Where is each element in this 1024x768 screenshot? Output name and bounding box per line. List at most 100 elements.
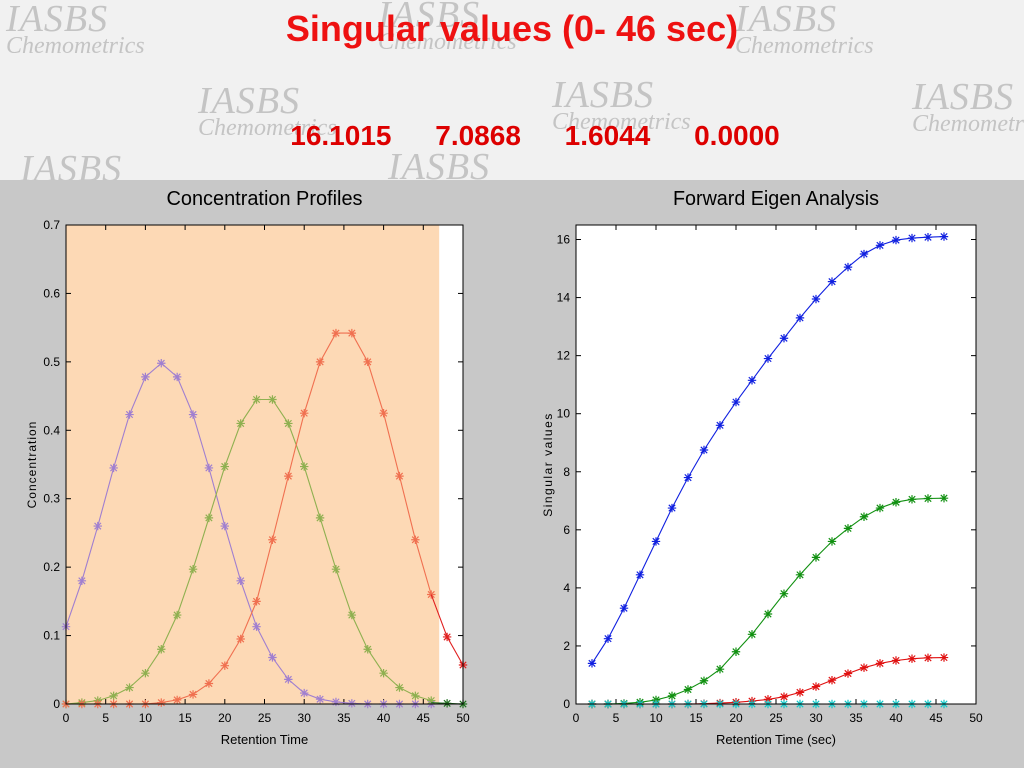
data-point <box>395 683 404 692</box>
data-point <box>763 354 773 363</box>
data-point <box>331 564 341 574</box>
data-point <box>923 232 933 242</box>
data-point <box>188 690 198 699</box>
x-tick-label: 5 <box>102 711 109 725</box>
y-tick-label: 0 <box>563 697 570 711</box>
data-point <box>939 493 949 503</box>
watermark-logo: IASBS <box>388 146 491 180</box>
watermark-logo: IASBS <box>20 148 123 180</box>
data-point <box>875 659 885 668</box>
data-point <box>172 695 182 705</box>
y-tick-label: 12 <box>557 349 571 363</box>
data-point <box>619 604 629 613</box>
x-tick-label: 10 <box>649 711 663 725</box>
data-point <box>427 696 436 705</box>
data-point <box>875 241 885 250</box>
data-point <box>347 699 357 708</box>
x-tick-label: 30 <box>298 711 312 725</box>
y-tick-label: 8 <box>563 465 570 479</box>
data-point <box>315 695 325 704</box>
singular-values-row: 16.1015 7.0868 1.6044 0.0000 <box>0 120 1024 152</box>
plot-frame <box>65 224 464 705</box>
data-point <box>411 691 420 700</box>
data-point <box>859 663 869 672</box>
data-point <box>779 334 789 343</box>
y-tick-label: 0.4 <box>43 423 60 437</box>
x-tick-label: 35 <box>337 711 351 725</box>
data-point <box>284 471 293 481</box>
x-tick-label: 25 <box>769 711 783 725</box>
slide-title: Singular values (0- 46 sec) <box>285 8 739 49</box>
data-point <box>891 498 901 507</box>
data-point <box>939 232 949 241</box>
y-tick-label: 2 <box>563 639 570 653</box>
y-tick-label: 0 <box>53 697 60 711</box>
data-point <box>442 632 452 642</box>
y-tick-label: 10 <box>557 407 571 421</box>
data-point <box>268 535 277 544</box>
y-axis-label: Concentration <box>25 421 39 509</box>
data-point <box>125 410 134 419</box>
data-point <box>363 357 372 367</box>
data-point <box>379 669 388 678</box>
concentration-profiles-chart: 0 5 10 15 20 25 30 35 40 45 50 0 0.1 0.2 0.3 0.4 0.5 0.6 0… <box>25 188 470 747</box>
data-point <box>141 669 150 678</box>
data-point <box>220 462 229 471</box>
data-point <box>651 537 661 546</box>
x-tick-label: 50 <box>456 711 470 725</box>
data-point <box>843 524 853 533</box>
data-point <box>891 656 901 665</box>
data-point <box>347 610 357 620</box>
x-tick-label: 45 <box>929 711 943 725</box>
data-point <box>427 590 436 599</box>
data-point <box>843 669 853 678</box>
data-point <box>667 691 677 701</box>
x-tick-label: 30 <box>809 711 823 725</box>
data-point <box>635 570 645 580</box>
data-point <box>300 408 309 418</box>
data-point <box>347 328 357 338</box>
singular-value-4: 0.0000 <box>694 120 780 151</box>
data-point <box>411 535 420 544</box>
data-point <box>859 512 869 521</box>
data-point <box>300 462 309 471</box>
x-tick-label: 35 <box>849 711 863 725</box>
chart-title: Concentration Profiles <box>167 188 363 210</box>
data-point <box>395 471 404 481</box>
x-axis-label: Retention Time (sec) <box>716 732 836 747</box>
data-point <box>603 634 613 643</box>
data-point <box>843 262 853 272</box>
x-tick-label: 0 <box>573 711 580 725</box>
y-tick-label: 4 <box>563 581 570 595</box>
x-tick-label: 15 <box>689 711 703 725</box>
singular-value-2: 7.0868 <box>435 120 521 151</box>
data-point <box>827 675 837 685</box>
x-tick-label: 5 <box>613 711 620 725</box>
data-point <box>268 653 277 662</box>
data-point <box>204 463 214 473</box>
y-tick-label: 0.3 <box>43 492 60 506</box>
data-point <box>77 576 87 586</box>
y-tick-label: 6 <box>563 523 570 537</box>
y-tick-label: 0.5 <box>43 355 60 369</box>
data-point <box>795 313 805 323</box>
singular-value-1: 16.1015 <box>290 120 392 151</box>
data-point <box>204 679 214 688</box>
data-point <box>284 675 293 684</box>
data-point <box>109 691 118 700</box>
x-tick-label: 45 <box>417 711 431 725</box>
data-point <box>157 698 166 707</box>
y-tick-label: 0.1 <box>43 629 60 643</box>
data-point <box>172 372 182 382</box>
data-point <box>220 661 229 670</box>
data-point <box>923 494 933 503</box>
data-point <box>907 233 917 243</box>
x-axis-label: Retention Time <box>221 732 308 747</box>
data-point <box>779 692 789 701</box>
data-point <box>747 376 757 385</box>
data-point <box>188 564 198 574</box>
x-tick-label: 20 <box>729 711 743 725</box>
